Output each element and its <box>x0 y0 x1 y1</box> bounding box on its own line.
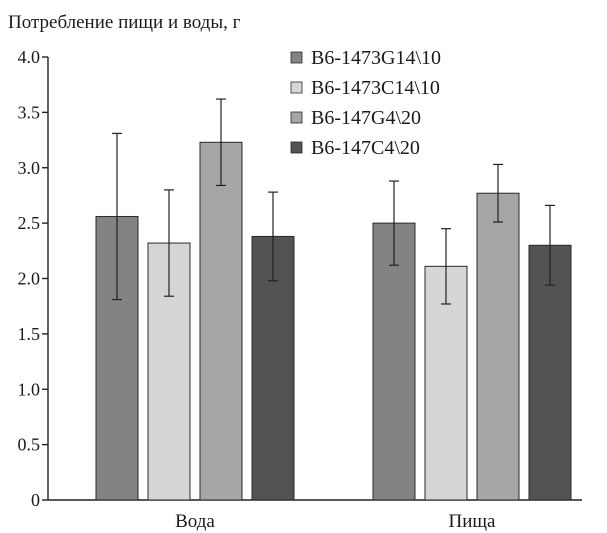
bar <box>476 192 520 501</box>
legend-swatch <box>290 141 303 154</box>
legend-swatch <box>290 51 303 64</box>
category-labels: Вода Пища <box>175 511 496 532</box>
category-label: Пища <box>449 511 497 532</box>
legend-swatch <box>290 81 303 94</box>
bar <box>424 265 468 501</box>
bar <box>528 244 572 501</box>
y-tick-label: 2.5 <box>18 213 41 233</box>
legend-label: B6-147C4\20 <box>311 137 420 159</box>
y-tick-label: 0 <box>31 490 40 510</box>
category-label: Вода <box>175 511 215 532</box>
y-tick-label: 3.0 <box>18 158 41 178</box>
y-tick-label: 1.0 <box>18 379 41 399</box>
bar <box>199 141 243 501</box>
y-ticks: 0 0.5 1.0 1.5 2.0 2.5 3.0 3.5 4.0 <box>18 47 48 510</box>
error-bars <box>112 98 555 305</box>
bars <box>95 141 572 501</box>
y-tick-label: 2.0 <box>18 269 41 289</box>
y-tick-label: 1.5 <box>18 324 41 344</box>
legend-label: B6-1473G14\10 <box>311 47 441 69</box>
legend-swatch <box>290 111 303 124</box>
legend-label: B6-147G4\20 <box>311 107 421 129</box>
legend: B6-1473G14\10 B6-1473C14\10 B6-147G4\20 B6-… <box>290 47 441 159</box>
legend-label: B6-1473C14\10 <box>311 77 440 99</box>
y-tick-label: 0.5 <box>18 435 41 455</box>
y-tick-label: 3.5 <box>18 102 41 122</box>
y-tick-label: 4.0 <box>18 47 41 67</box>
y-axis-label: Потребление пищи и воды, г <box>8 12 241 33</box>
bar <box>372 222 416 501</box>
